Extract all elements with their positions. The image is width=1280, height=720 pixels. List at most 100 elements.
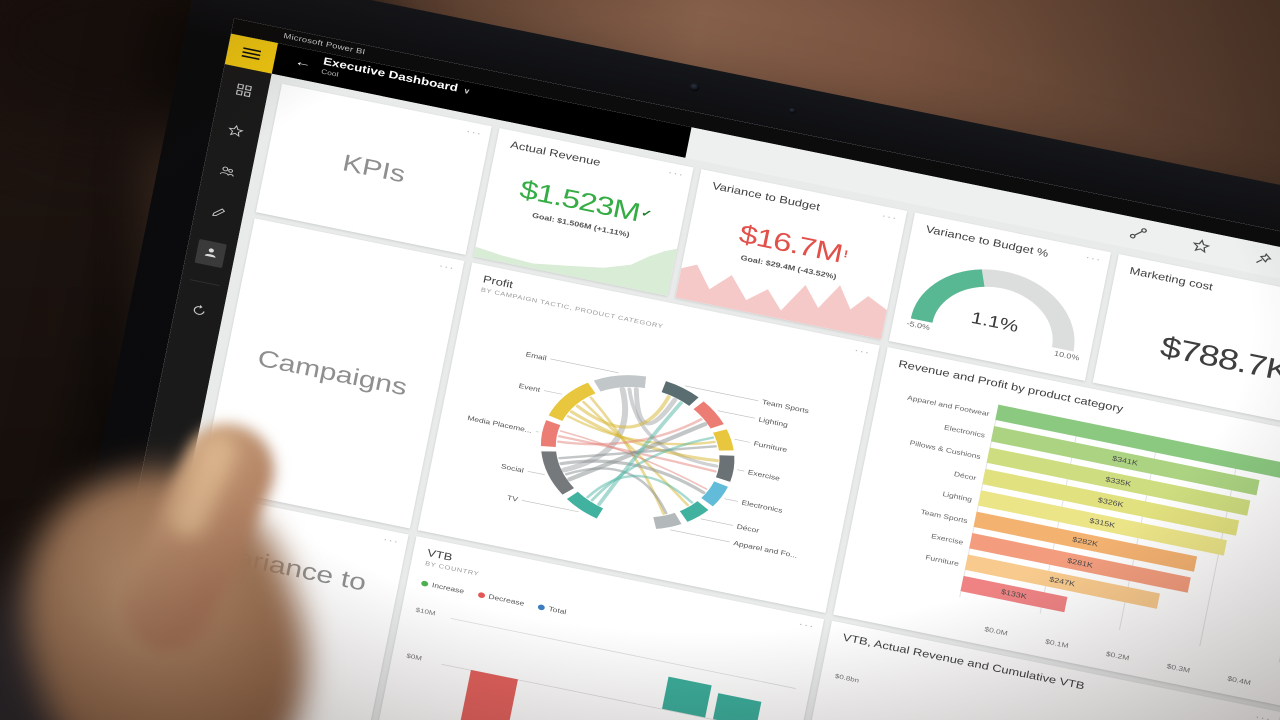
chord-arc-electronics[interactable]	[701, 481, 728, 507]
waterfall-bar[interactable]	[662, 676, 712, 718]
kpi-status-icon: ✓	[640, 206, 653, 220]
back-button[interactable]: ←	[287, 51, 319, 74]
section-title-variance-to: Variance to	[216, 541, 369, 597]
chord-ribbon	[556, 418, 703, 446]
tile-profit-chord[interactable]: ··· Profit BY CAMPAIGN TACTIC, PRODUCT C…	[417, 262, 880, 614]
bar-value-label: $282K	[1071, 535, 1099, 549]
kpi-status-icon: !	[842, 247, 849, 260]
chord-leader-line	[700, 518, 734, 526]
groups-people-icon[interactable]	[211, 158, 243, 187]
x-axis-tick: $0.1M	[1044, 637, 1070, 650]
light-sensor	[788, 107, 797, 115]
front-camera	[688, 82, 701, 93]
tile-title: Variance to Budget	[711, 179, 821, 213]
bar-plot-area: $341K $335K $326K $315K $282K $281K $247K $133K	[959, 404, 1280, 663]
chord-arc-social[interactable]	[541, 451, 576, 495]
chord-label: Event	[518, 382, 542, 394]
chord-ribbon	[590, 436, 715, 502]
chord-leader-line	[717, 410, 755, 419]
apps-grid-icon[interactable]	[228, 77, 260, 106]
chord-arc-event[interactable]	[548, 382, 596, 424]
legend-dot	[477, 591, 486, 599]
tile-actual-revenue[interactable]: ··· Actual Revenue $1.523M✓ Goal: $1.506…	[473, 128, 694, 296]
annotate-pencil-icon[interactable]	[203, 198, 235, 227]
bar-value-label: $341K	[1111, 454, 1139, 468]
tablet-device: Microsoft Power BI ← Executive Dashboard…	[27, 0, 1280, 720]
profile-selected-icon[interactable]	[194, 238, 227, 269]
section-title-campaigns: Campaigns	[255, 345, 410, 401]
chord-ribbon	[633, 387, 678, 426]
chord-leader-line	[521, 499, 579, 513]
tile-title: Actual Revenue	[509, 138, 602, 169]
tile-menu-dots[interactable]: ···	[1084, 250, 1103, 266]
y-axis-label: $0.8bn	[834, 672, 860, 685]
chord-leader-line	[734, 438, 750, 443]
tile-variance-to-budget[interactable]: ··· Variance to Budget $16.7M! Goal: $29…	[675, 169, 908, 340]
chord-arc-tv[interactable]	[566, 491, 604, 519]
x-axis-tick: $0.4M	[1226, 674, 1252, 687]
tile-menu-dots[interactable]: ···	[880, 209, 899, 224]
chord-ribbon	[597, 401, 683, 506]
power-bi-app-window: Microsoft Power BI ← Executive Dashboard…	[78, 18, 1280, 720]
chord-arc-media-placeme-[interactable]	[540, 420, 561, 448]
kpi-trend-area	[675, 264, 888, 340]
bar-value-label: $281K	[1066, 556, 1094, 570]
waterfall-bar[interactable]	[712, 693, 762, 720]
chord-arc-apparel-and-fo-[interactable]	[653, 512, 682, 529]
tile-campaigns-section[interactable]: ··· Campaigns	[200, 218, 465, 529]
tile-menu-dots[interactable]: ···	[1254, 710, 1273, 720]
card-value: $788.7K	[1157, 330, 1280, 388]
chord-label: Social	[500, 462, 525, 474]
bar-value-label: $326K	[1097, 495, 1125, 509]
tile-subtitle: BY COUNTRY	[424, 559, 480, 578]
bar-chart: Apparel and Footwear Electronics Pillows &…	[851, 383, 1280, 663]
x-axis-tick: $0.2M	[1105, 649, 1131, 662]
chord-ribbon	[564, 467, 668, 515]
legend-dot	[537, 603, 546, 611]
chord-leader-line	[550, 358, 619, 374]
left-sidebar	[78, 64, 272, 720]
waterfall-bar[interactable]	[447, 669, 518, 720]
tile-variance-to-budget-pct[interactable]: ··· Variance to Budget % 1.1% -5.0% 10.0…	[888, 212, 1112, 381]
chord-leader-line	[724, 498, 738, 502]
chord-leader-line	[737, 469, 745, 472]
chord-arc-d-cor[interactable]	[679, 501, 709, 522]
chord-label: Furniture	[753, 439, 788, 453]
bar-value-label: $247K	[1048, 575, 1076, 589]
chord-label: Lighting	[758, 415, 789, 429]
tile-menu-dots[interactable]: ···	[797, 617, 816, 633]
favorite-star-icon[interactable]	[1190, 237, 1211, 257]
chord-arc-lighting[interactable]	[693, 401, 724, 429]
chord-label: Email	[525, 350, 548, 362]
chord-leader-line	[684, 385, 759, 402]
favorites-star-icon[interactable]	[219, 117, 251, 146]
sidebar-divider	[190, 279, 220, 286]
dashboard-canvas: ··· KPIs ··· Actual Revenue $1.523M✓ Goa…	[125, 73, 1280, 720]
x-axis-tick: $0.3M	[1166, 661, 1191, 675]
hamburger-icon	[241, 45, 262, 62]
legend-item: Total	[537, 602, 567, 616]
tile-menu-dots[interactable]: ···	[853, 343, 872, 359]
share-icon[interactable]	[1128, 224, 1149, 244]
tile-variance-section[interactable]: ··· Variance to	[146, 491, 409, 720]
chord-arc-team-sports[interactable]	[661, 381, 699, 406]
chord-leader-line	[535, 431, 539, 433]
action-toolbar	[1126, 217, 1280, 289]
y-axis-label: $10M	[415, 606, 437, 618]
pin-icon[interactable]	[1253, 250, 1274, 270]
waterfall-plot: $10M $0M	[378, 596, 799, 720]
chord-ribbon	[586, 474, 694, 504]
chord-leader-line	[670, 529, 730, 543]
x-axis-tick: $0.0M	[983, 624, 1009, 638]
chord-label: Décor	[736, 523, 760, 535]
chord-arc-email[interactable]	[593, 373, 647, 395]
app-bar: ← Executive Dashboard ∨ Cool	[224, 33, 1280, 304]
tile-menu-dots[interactable]: ···	[667, 165, 686, 181]
chord-arc-exercise[interactable]	[715, 454, 735, 482]
chord-arc-furniture[interactable]	[712, 429, 734, 451]
tile-title: Marketing cost	[1128, 264, 1214, 293]
sidebar-refresh-icon[interactable]	[183, 297, 215, 326]
chevron-down-icon: ∨	[462, 86, 471, 96]
